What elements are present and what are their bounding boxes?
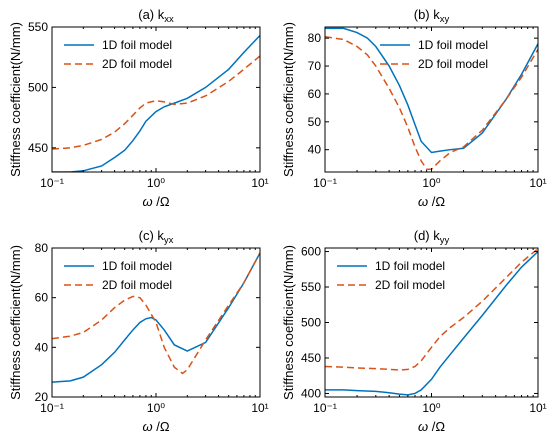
x-tick-label: 10¹ [529,176,546,190]
y-tick-label: 550 [301,280,321,294]
y-tick-label: 40 [35,340,49,354]
series-line-2d [52,252,260,375]
y-tick-label: 450 [28,141,48,155]
x-tick-label: 10¹ [251,401,268,415]
x-tick-label: 10⁰ [147,176,165,190]
y-tick-label: 60 [308,87,322,101]
x-tick-label: 10⁰ [422,401,440,415]
legend: 1D foil model 2D foil model [337,259,445,292]
y-tick-label: 60 [35,291,49,305]
chart-panel-4: 10⁻¹ 10⁰ 10¹ 400 450 500 550 600 (d) kyy ω /Ω Stif… [281,228,547,434]
panel-title: (b) kxy [414,7,450,25]
x-axis-label: ω /Ω [418,419,445,434]
y-tick-label: 600 [301,245,321,259]
x-tick-label: 10⁻¹ [40,176,64,190]
series-line-1d [325,251,538,396]
y-tick-label: 400 [301,386,321,400]
x-tick-label: 10¹ [529,401,546,415]
legend-label-2d: 2D foil model [102,57,172,71]
series-line-1d [52,34,260,172]
x-axis-label: ω /Ω [142,419,169,434]
y-tick-label: 500 [28,80,48,94]
panel-title: (d) kyy [414,228,450,246]
x-tick-label: 10⁻¹ [40,401,64,415]
y-tick-label: 450 [301,351,321,365]
panel-title: (a) kxx [138,7,174,25]
chart-panel-2: 10⁻¹ 10⁰ 10¹ 40 50 60 70 80 (b) kxy ω /Ω Stiffness… [281,7,547,209]
y-tick-label: 40 [308,143,322,157]
x-tick-label: 10⁻¹ [313,401,337,415]
x-axis-label: ω /Ω [142,194,169,209]
x-tick-label: 10¹ [251,176,268,190]
series-line-1d [52,252,260,383]
y-tick-label: 80 [308,31,322,45]
legend-label-2d: 2D foil model [375,278,445,292]
legend-label-2d: 2D foil model [418,57,488,71]
legend: 1D foil model 2D foil model [64,38,172,71]
y-tick-label: 20 [35,390,49,404]
x-tick-label: 10⁰ [147,401,165,415]
y-tick-label: 80 [35,241,49,255]
x-axis-label: ω /Ω [418,194,445,209]
legend-label-1d: 1D foil model [102,38,172,52]
y-axis-label: Stiffness coefficient(N/mm) [281,245,296,400]
y-tick-label: 50 [308,115,322,129]
y-axis-label: Stiffness coefficient(N/mm) [8,22,23,177]
chart-panel-3: 10⁻¹ 10⁰ 10¹ 20 40 60 80 (c) kyx ω /Ω Stiffness c… [8,228,269,434]
legend: 1D foil model 2D foil model [64,259,172,292]
legend: 1D foil model 2D foil model [380,38,488,71]
legend-label-1d: 1D foil model [418,38,488,52]
series-line-2d [325,248,538,371]
x-tick-label: 10⁻¹ [313,176,337,190]
y-tick-label: 500 [301,316,321,330]
y-axis-label: Stiffness coefficient(N/mm) [281,22,296,177]
chart-panel-1: 10⁻¹ 10⁰ 10¹ 450 500 550 (a) kxx ω /Ω Stiffness … [8,7,269,209]
panel-title: (c) kyx [139,228,174,246]
series-line-2d [325,36,538,170]
y-tick-label: 550 [28,20,48,34]
y-tick-label: 70 [308,59,322,73]
y-axis-label: Stiffness coefficient(N/mm) [8,245,23,400]
legend-label-1d: 1D foil model [102,259,172,273]
series-line-2d [52,55,260,150]
legend-label-1d: 1D foil model [375,259,445,273]
series-line-1d [325,27,538,154]
x-tick-label: 10⁰ [422,176,440,190]
legend-label-2d: 2D foil model [102,278,172,292]
